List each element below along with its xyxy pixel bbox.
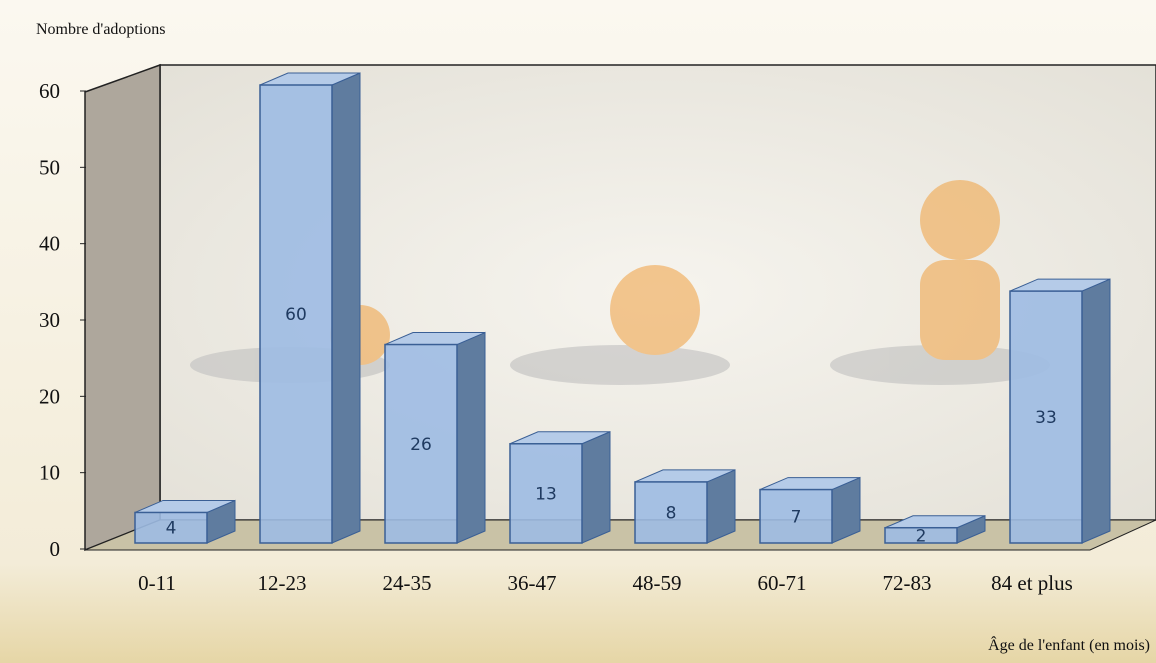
figure xyxy=(920,260,1000,360)
x-tick-label: 84 et plus xyxy=(991,571,1073,595)
value-label: 33 xyxy=(1035,408,1057,428)
bar-side xyxy=(1082,279,1110,543)
y-tick-label: 0 xyxy=(50,537,61,561)
x-tick-label: 24-35 xyxy=(383,571,432,595)
value-label: 26 xyxy=(410,435,432,455)
bar-side xyxy=(582,432,610,543)
x-tick-label: 36-47 xyxy=(508,571,557,595)
x-tick-label: 60-71 xyxy=(758,571,807,595)
bar-side xyxy=(707,470,735,543)
value-label: 2 xyxy=(916,526,927,546)
value-label: 13 xyxy=(535,484,557,504)
x-tick-label: 0-11 xyxy=(138,571,176,595)
y-tick-label: 50 xyxy=(39,155,60,179)
y-tick-label: 40 xyxy=(39,232,60,256)
y-tick-label: 60 xyxy=(39,79,60,103)
y-tick-label: 10 xyxy=(39,461,60,485)
figure xyxy=(920,180,1000,260)
shadow xyxy=(510,345,730,385)
floor xyxy=(85,520,1156,550)
side-wall xyxy=(85,65,160,550)
value-label: 8 xyxy=(666,503,677,523)
y-tick-label: 20 xyxy=(39,384,60,408)
x-axis-label: Âge de l'enfant (en mois) xyxy=(988,635,1150,654)
x-tick-label: 48-59 xyxy=(633,571,682,595)
x-tick-label: 72-83 xyxy=(883,571,932,595)
x-tick-label: 12-23 xyxy=(258,571,307,595)
bar-side xyxy=(332,73,360,543)
value-label: 60 xyxy=(285,305,307,325)
bar-side xyxy=(457,333,485,543)
value-label: 4 xyxy=(166,519,177,539)
y-tick-label: 30 xyxy=(39,308,60,332)
y-axis-label: Nombre d'adoptions xyxy=(36,21,166,38)
value-label: 7 xyxy=(791,507,802,527)
figure xyxy=(610,265,700,355)
chart: Nombre d'adoptions Âge de l'enfant (en m… xyxy=(0,0,1156,663)
